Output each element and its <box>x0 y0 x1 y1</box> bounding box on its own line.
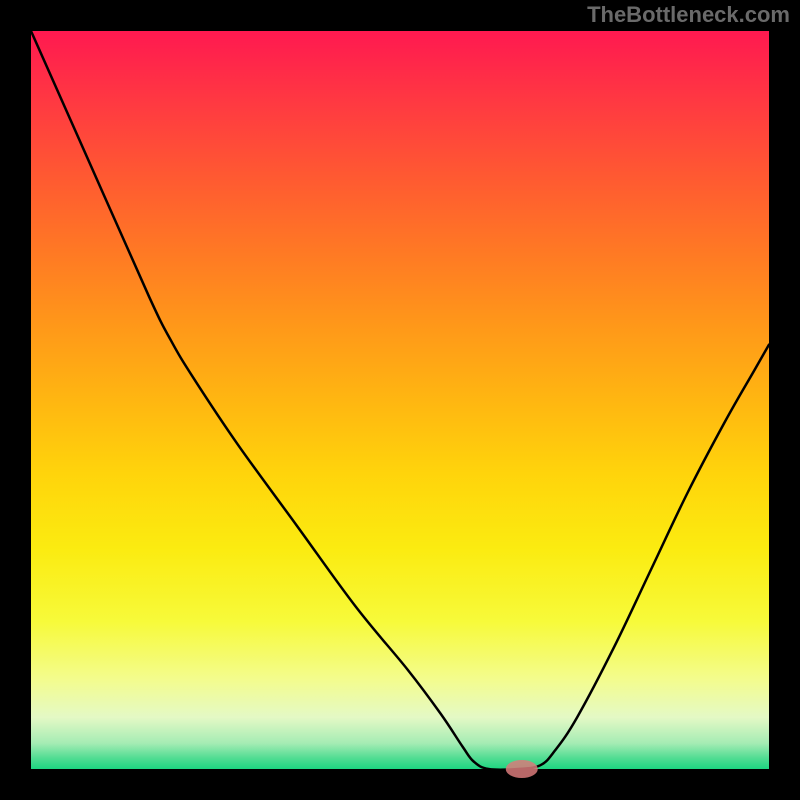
chart-container: TheBottleneck.com <box>0 0 800 800</box>
optimal-point-marker <box>506 760 538 778</box>
watermark-text: TheBottleneck.com <box>587 2 790 28</box>
chart-background <box>31 31 769 769</box>
bottleneck-chart <box>0 0 800 800</box>
